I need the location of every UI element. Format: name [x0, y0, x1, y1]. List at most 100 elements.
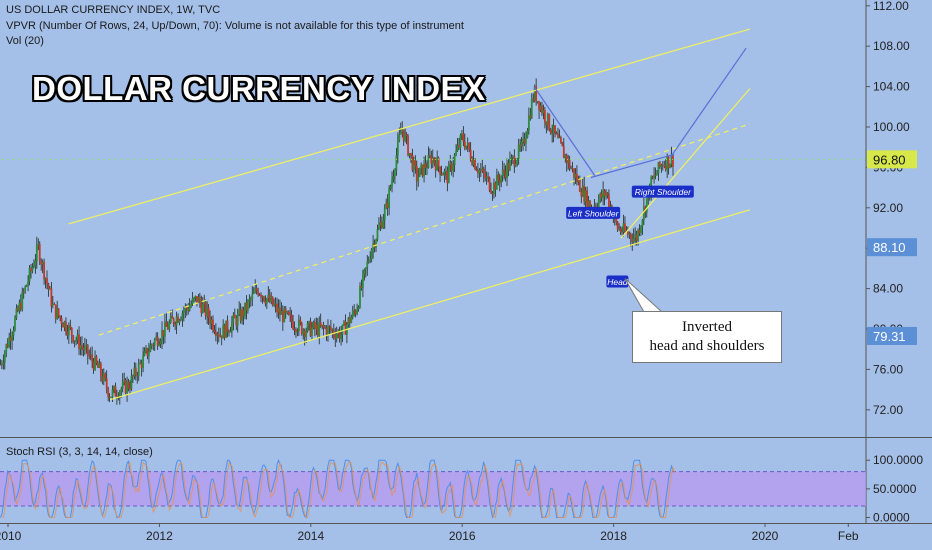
- candle-body: [504, 172, 507, 178]
- candle-body: [488, 177, 491, 191]
- candle-body: [380, 222, 383, 228]
- candle-body: [498, 180, 501, 183]
- candle-body: [561, 142, 564, 147]
- symbol-header[interactable]: US DOLLAR CURRENCY INDEX, 1W, TVC: [6, 4, 221, 16]
- candle-body: [624, 223, 626, 231]
- candle-body: [573, 168, 575, 178]
- candle-body: [638, 230, 641, 233]
- candle-body: [162, 330, 165, 337]
- price-tag-box[interactable]: [867, 150, 917, 169]
- candle-body: [60, 317, 63, 325]
- candle-body: [414, 160, 417, 167]
- candle-body: [229, 331, 232, 333]
- candle-body: [207, 307, 210, 318]
- candle-body: [430, 156, 433, 164]
- overlay-channel-mid-dashed[interactable]: [98, 123, 751, 336]
- price-tag-box[interactable]: [867, 238, 917, 257]
- candle-body: [110, 396, 112, 398]
- price-tag-box[interactable]: [867, 326, 917, 345]
- candle-body: [273, 304, 276, 306]
- stoch-rsi-label[interactable]: Stoch RSI (3, 3, 14, 14, close): [6, 446, 153, 458]
- candle-body: [114, 386, 117, 397]
- candle-body: [619, 228, 622, 232]
- candle-body: [27, 281, 29, 286]
- overlay-projection[interactable]: [669, 47, 747, 158]
- candle-body: [315, 324, 318, 329]
- candle-body: [386, 202, 389, 209]
- candle-body: [458, 145, 460, 148]
- candle-body: [85, 344, 88, 347]
- price-tick-label: 100.00: [873, 120, 910, 134]
- candle-body: [120, 388, 123, 393]
- vpvr-indicator-header[interactable]: VPVR (Number Of Rows, 24, Up/Down, 70): …: [6, 20, 464, 32]
- candle-body: [142, 355, 144, 369]
- candle-body: [391, 179, 393, 187]
- overlay-channel-upper[interactable]: [68, 28, 751, 225]
- candle-body: [193, 297, 195, 299]
- overlay-channel-lower[interactable]: [110, 209, 751, 401]
- candle-body: [28, 268, 31, 282]
- overlay-rising-support[interactable]: [620, 88, 751, 239]
- overlay-downtrend[interactable]: [533, 86, 596, 176]
- candle-body: [95, 356, 98, 364]
- candle-body: [353, 310, 356, 312]
- pattern-labels-layer: Left Shoulder Head Right Shoulder: [566, 185, 694, 313]
- candle-body: [248, 299, 251, 301]
- candle-body: [411, 154, 414, 171]
- candle-body: [155, 336, 158, 340]
- candle-body: [407, 136, 409, 156]
- candle-body: [88, 355, 91, 357]
- pattern-label-box[interactable]: [606, 275, 629, 288]
- stoch-layer: [0, 458, 866, 519]
- candle-body: [22, 291, 25, 293]
- candle-body: [325, 327, 328, 336]
- candle-body: [332, 330, 335, 335]
- pattern-label: Right Shoulder: [635, 187, 692, 197]
- candle-body: [188, 306, 191, 311]
- candle-body: [309, 321, 312, 336]
- candle-body: [462, 133, 465, 142]
- candle-body: [580, 191, 583, 197]
- stoch-d-line[interactable]: [1, 460, 675, 519]
- overlay-neckline[interactable]: [590, 153, 675, 179]
- candle-body: [468, 142, 471, 150]
- candle-body: [16, 308, 19, 311]
- candle-body: [356, 309, 358, 315]
- candle-body: [35, 245, 38, 261]
- candle-body: [37, 244, 40, 246]
- pattern-label-box[interactable]: [631, 185, 694, 198]
- candle-body: [379, 222, 382, 226]
- candle-body: [57, 308, 60, 316]
- candle-body: [260, 294, 262, 298]
- candle-body: [474, 159, 476, 170]
- candle-body: [348, 317, 351, 323]
- candle-body: [436, 157, 439, 171]
- candle-body: [519, 144, 522, 147]
- candle-body: [529, 115, 532, 118]
- candle-body: [156, 336, 159, 346]
- candle-body: [319, 322, 322, 327]
- candle-body: [340, 334, 342, 339]
- annotation-title[interactable]: DOLLAR CURRENCY INDEX: [32, 70, 486, 107]
- candle-body: [239, 309, 242, 321]
- time-tick-label: 2014: [297, 529, 324, 543]
- candle-body: [115, 396, 118, 398]
- candle-body: [139, 363, 142, 365]
- candle-body: [495, 174, 498, 190]
- candle-body: [78, 334, 80, 350]
- candle-body: [642, 206, 645, 221]
- pattern-label-box[interactable]: [566, 206, 621, 219]
- callout-box[interactable]: Inverted head and shoulders: [632, 311, 782, 363]
- candle-body: [25, 285, 28, 287]
- candle-body: [280, 311, 283, 315]
- candle-body: [538, 101, 540, 111]
- candle-body: [362, 274, 364, 289]
- candle-body: [51, 303, 54, 307]
- candle-body: [670, 155, 673, 165]
- candle-body: [555, 132, 558, 134]
- candle-body: [378, 225, 380, 230]
- volume-indicator-header[interactable]: Vol (20): [6, 35, 44, 47]
- price-tick-label: 108.00: [873, 39, 910, 53]
